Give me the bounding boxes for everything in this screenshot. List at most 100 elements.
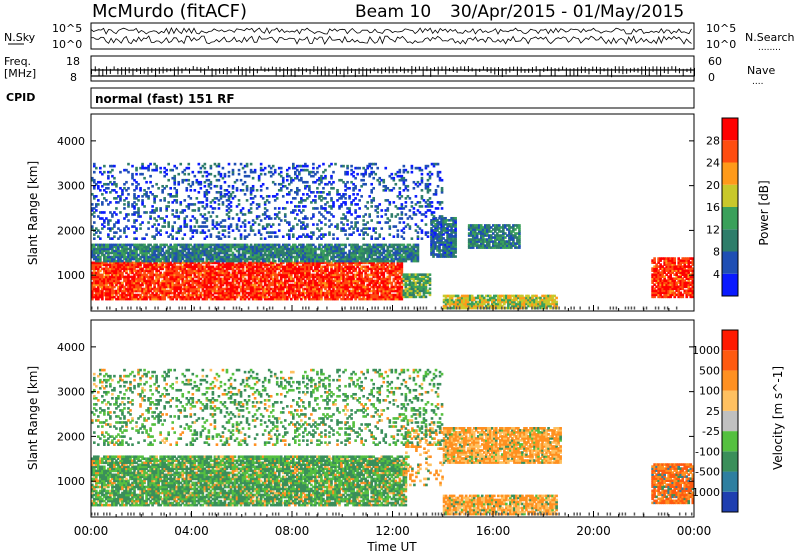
heatmap-cell [352, 269, 355, 273]
heatmap-cell [205, 283, 209, 287]
heatmap-cell [193, 251, 197, 255]
heatmap-cell [177, 265, 181, 269]
freq-mark [91, 68, 92, 75]
heatmap-cell [294, 289, 297, 293]
heatmap-cell [324, 249, 327, 253]
heatmap-cell [259, 277, 263, 281]
heatmap-cell [450, 225, 453, 228]
heatmap-cell [380, 247, 384, 251]
heatmap-cell [135, 261, 138, 265]
heatmap-cell [233, 291, 237, 295]
heatmap-cell [115, 263, 118, 267]
heatmap-cell [354, 267, 357, 271]
heatmap-cell [113, 271, 116, 275]
freq-mark [158, 67, 160, 74]
heatmap-cell [127, 281, 130, 285]
heatmap-cell [105, 287, 108, 291]
heatmap-cell [356, 285, 359, 289]
heatmap-cell [374, 247, 378, 251]
heatmap-cell [292, 245, 295, 249]
heatmap-cell [392, 273, 396, 277]
heatmap-cell [436, 245, 439, 248]
heatmap-cell [213, 287, 217, 291]
heatmap-cell [207, 263, 211, 267]
heatmap-cell [197, 243, 201, 247]
heatmap-cell [306, 293, 309, 297]
heatmap-cell [308, 265, 311, 269]
heatmap-cell [416, 273, 420, 277]
heatmap-cell [229, 283, 233, 287]
heatmap-cell [155, 261, 158, 265]
heatmap-cell [380, 269, 384, 273]
heatmap-cell [127, 263, 130, 267]
heatmap-cell [91, 297, 94, 301]
heatmap-cell [235, 265, 239, 269]
heatmap-cell [523, 304, 526, 308]
heatmap-cell [370, 257, 373, 261]
heatmap-cell [111, 263, 114, 267]
heatmap-cell [145, 261, 148, 265]
heatmap-cell [111, 269, 114, 273]
heatmap-cell [328, 271, 331, 275]
heatmap-cell [191, 247, 195, 251]
heatmap-cell [279, 289, 283, 293]
heatmap-cell [143, 295, 146, 299]
heatmap-cell [147, 285, 150, 289]
heatmap-cell [396, 251, 400, 255]
heatmap-cell [241, 273, 245, 277]
heatmap-cell [251, 295, 255, 299]
heatmap-cell [298, 249, 301, 253]
heatmap-cell [400, 265, 404, 269]
heatmap-cell [229, 275, 233, 279]
heatmap-cell [281, 247, 285, 251]
heatmap-cell [410, 245, 414, 249]
heatmap-cell [338, 243, 341, 247]
heatmap-cell [237, 277, 241, 281]
heatmap-cell [481, 244, 485, 247]
heatmap-cell [380, 285, 384, 289]
heatmap-cell [296, 247, 299, 251]
heatmap-cell [551, 300, 554, 304]
heatmap-cell [471, 228, 475, 231]
heatmap-cell [269, 273, 273, 277]
freq-mark [482, 66, 484, 70]
heatmap-cell [247, 269, 251, 273]
heatmap-cell [183, 259, 187, 263]
heatmap-cell [155, 281, 158, 285]
heatmap-cell [265, 245, 269, 249]
heatmap-cell [121, 249, 124, 253]
heatmap-cell [535, 306, 538, 310]
heatmap-cell [217, 279, 221, 283]
heatmap-cell [360, 271, 363, 275]
heatmap-cell [342, 281, 345, 285]
heatmap-cell [101, 273, 104, 277]
heatmap-cell [129, 289, 132, 293]
heatmap-cell [502, 224, 505, 227]
heatmap-cell [165, 285, 168, 289]
freq-mark [279, 66, 281, 73]
heatmap-cell [185, 265, 189, 269]
heatmap-cell [483, 228, 487, 231]
heatmap-cell [165, 279, 168, 283]
heatmap-cell [221, 287, 225, 291]
heatmap-cell [257, 271, 261, 275]
heatmap-cell [279, 251, 283, 255]
freq-mark [305, 68, 307, 73]
heatmap-cell [111, 261, 114, 265]
heatmap-cell [452, 294, 456, 298]
heatmap-cell [348, 257, 351, 261]
heatmap-cell [378, 281, 382, 285]
heatmap-cell [304, 251, 307, 255]
heatmap-cell [247, 277, 251, 281]
heatmap-cell [300, 269, 303, 273]
heatmap-cell [506, 242, 509, 245]
heatmap-cell [496, 232, 499, 235]
heatmap-cell [430, 233, 433, 236]
heatmap-cell [332, 245, 335, 249]
heatmap-cell [306, 273, 309, 277]
heatmap-cell [99, 255, 102, 259]
heatmap-cell [346, 287, 349, 291]
heatmap-cell [147, 291, 150, 295]
heatmap-cell [328, 291, 331, 295]
heatmap-cell [320, 293, 323, 297]
